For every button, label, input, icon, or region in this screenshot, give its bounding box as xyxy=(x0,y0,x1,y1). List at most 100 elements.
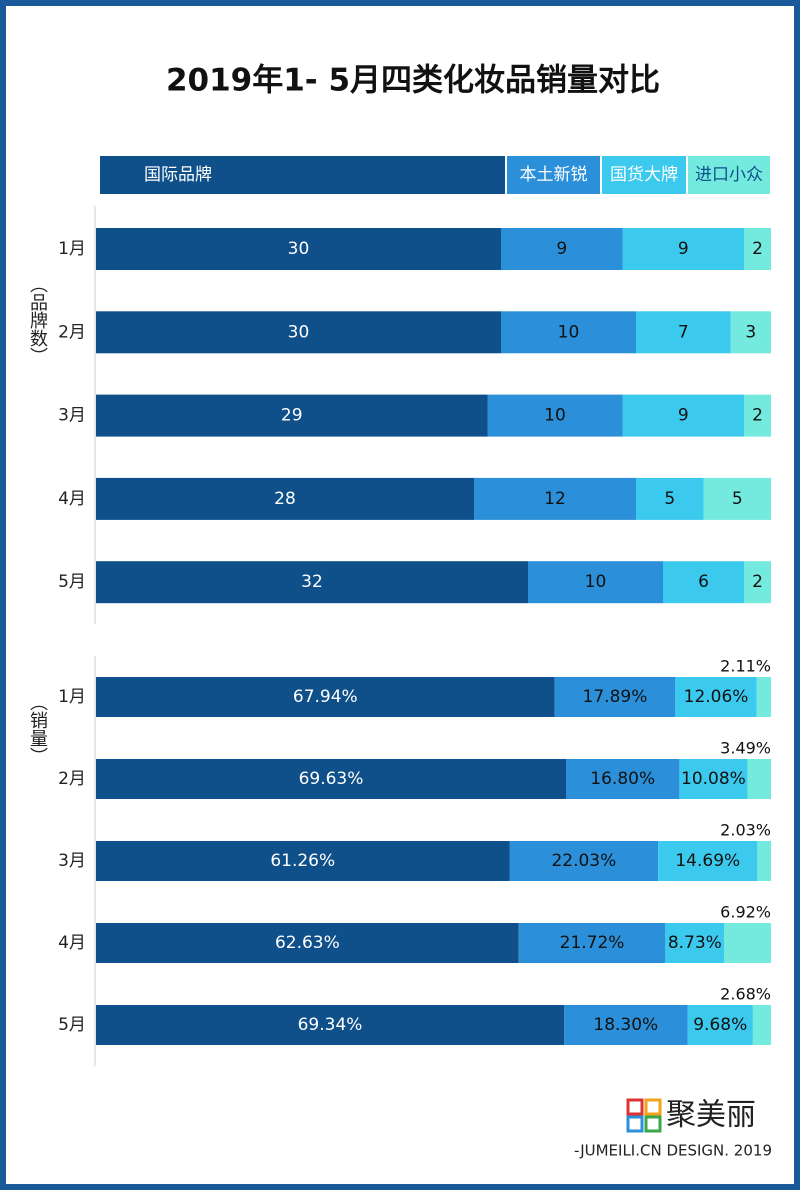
bar-segment xyxy=(96,561,528,604)
data-label: 2 xyxy=(752,572,763,592)
legend-label: 进口小众 xyxy=(695,165,763,185)
bar-segment xyxy=(687,1005,753,1045)
y-tick-label: 3月 xyxy=(58,851,86,871)
data-label: 5 xyxy=(664,489,675,509)
y-tick-label: 3月 xyxy=(58,406,86,426)
data-label: 9 xyxy=(678,406,689,426)
legend-swatch xyxy=(602,156,686,194)
data-label: 2.03% xyxy=(720,821,771,840)
data-label: 2.11% xyxy=(720,657,771,676)
bar-segment xyxy=(757,841,772,881)
title: 2019年1- 5月四类化妆品销量对比 xyxy=(166,63,660,99)
y-tick-label: 5月 xyxy=(58,572,86,592)
data-label: 10 xyxy=(585,572,607,592)
data-label: 3 xyxy=(745,322,756,342)
data-label: 3.49% xyxy=(720,739,771,758)
data-label: 17.89% xyxy=(583,687,648,707)
data-label: 69.63% xyxy=(299,769,364,789)
data-label: 28 xyxy=(274,489,296,509)
bar-segment xyxy=(747,759,771,799)
bar-segment xyxy=(566,759,680,799)
legend-label: 国际品牌 xyxy=(144,165,212,185)
data-label: 2.68% xyxy=(720,985,771,1004)
bar-segment xyxy=(744,394,771,437)
data-label: 10.08% xyxy=(681,769,746,789)
bar-segment xyxy=(96,841,510,881)
y-axis-label: （品牌数） xyxy=(27,275,48,365)
bar-segment xyxy=(96,311,501,354)
y-tick-label: 2月 xyxy=(58,322,86,342)
legend-swatch xyxy=(507,156,600,194)
data-label: 2 xyxy=(752,406,763,426)
legend-label: 国货大牌 xyxy=(610,165,678,185)
bar-segment xyxy=(509,841,659,881)
bar-segment xyxy=(622,394,744,437)
data-label: 61.26% xyxy=(270,851,335,871)
bar-segment xyxy=(744,228,771,270)
data-label: 10 xyxy=(544,406,566,426)
data-label: 29 xyxy=(281,406,303,426)
data-label: 12.06% xyxy=(684,687,749,707)
y-axis-label: （销量） xyxy=(27,693,48,765)
bar-segment xyxy=(663,561,744,604)
bar-segment xyxy=(96,677,555,717)
bar-segment xyxy=(752,1005,771,1045)
data-label: 30 xyxy=(288,239,310,259)
bar-segment xyxy=(744,561,771,604)
bar-segment xyxy=(487,394,623,437)
data-label: 2 xyxy=(752,239,763,259)
legend-swatch xyxy=(100,156,505,194)
data-label: 30 xyxy=(288,322,310,342)
bar-segment xyxy=(675,677,757,717)
bar-segment xyxy=(96,228,501,270)
bar-segment xyxy=(564,1005,688,1045)
data-label: 62.63% xyxy=(275,933,340,953)
data-label: 16.80% xyxy=(590,769,655,789)
bar-segment xyxy=(636,311,731,354)
y-tick-label: 4月 xyxy=(58,489,86,509)
data-label: 69.34% xyxy=(298,1015,363,1035)
bar-segment xyxy=(730,311,771,354)
data-label: 9 xyxy=(678,239,689,259)
bar-segment xyxy=(679,759,748,799)
bar-segment xyxy=(96,477,474,520)
bar-segment xyxy=(518,923,666,963)
bar-segment xyxy=(724,923,771,963)
bar-segment xyxy=(96,923,519,963)
bar-segment xyxy=(658,841,758,881)
bar-segment xyxy=(554,677,676,717)
y-tick-label: 5月 xyxy=(58,1015,86,1035)
bar-segment xyxy=(501,228,623,270)
data-label: 9 xyxy=(556,239,567,259)
bar-segment xyxy=(501,311,636,354)
data-label: 8.73% xyxy=(668,933,722,953)
y-tick-label: 4月 xyxy=(58,933,86,953)
legend-label: 本土新锐 xyxy=(520,165,588,185)
data-label: 18.30% xyxy=(593,1015,658,1035)
data-label: 10 xyxy=(558,322,580,342)
bar-segment xyxy=(665,923,725,963)
bar-segment xyxy=(528,561,663,604)
logo-icon xyxy=(626,1098,662,1133)
bar-segment xyxy=(636,477,704,520)
bar-segment xyxy=(474,477,636,520)
data-label: 6.92% xyxy=(720,903,771,922)
logo-text: 聚美丽 xyxy=(666,1098,756,1133)
data-label: 12 xyxy=(544,489,566,509)
data-label: 7 xyxy=(678,322,689,342)
data-label: 5 xyxy=(732,489,743,509)
data-label: 21.72% xyxy=(560,933,625,953)
data-label: 14.69% xyxy=(675,851,740,871)
data-label: 9.68% xyxy=(693,1015,747,1035)
bar-segment xyxy=(703,477,771,520)
y-tick-label: 1月 xyxy=(58,687,86,707)
data-label: 67.94% xyxy=(293,687,358,707)
legend-swatch xyxy=(688,156,770,194)
data-label: 22.03% xyxy=(551,851,616,871)
data-label: 32 xyxy=(301,572,323,592)
bar-segment xyxy=(96,759,567,799)
data-label: 6 xyxy=(698,572,709,592)
bar-segment xyxy=(756,677,771,717)
y-tick-label: 2月 xyxy=(58,769,86,789)
